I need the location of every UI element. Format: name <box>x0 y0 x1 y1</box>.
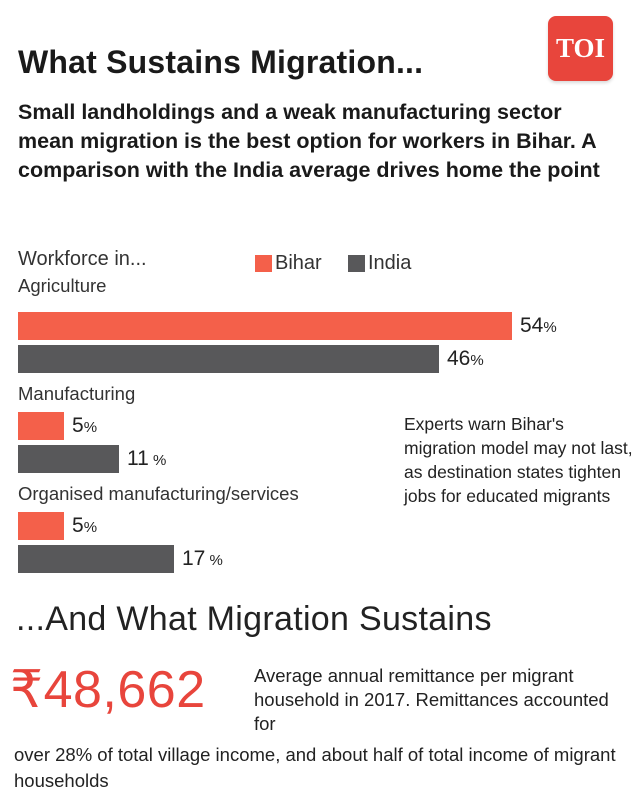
value-label-organised-manufacturing-services-bihar: 5% <box>72 514 98 537</box>
section-title-migration-sustains: ...And What Migration Sustains <box>16 600 492 638</box>
legend-item-bihar: Bihar <box>255 252 322 275</box>
remittance-description-continued: over 28% of total village income, and ab… <box>14 744 616 791</box>
legend-label-bihar: Bihar <box>275 252 322 274</box>
bar-organised-manufacturing-services-india <box>18 545 174 573</box>
bar-manufacturing-bihar <box>18 412 64 440</box>
page-title: What Sustains Migration... <box>18 44 424 80</box>
subtitle: Small landholdings and a weak manufactur… <box>18 100 600 182</box>
bar-agriculture-india <box>18 345 439 373</box>
legend-swatch-bihar <box>255 255 272 272</box>
expert-note: Experts warn Bihar's migration model may… <box>404 414 633 506</box>
legend-item-india: India <box>348 252 411 275</box>
value-label-agriculture-bihar: 54% <box>520 314 557 337</box>
legend-label-india: India <box>368 252 412 274</box>
category-label-organised-manufacturing-services: Organised manufacturing/services <box>18 483 299 504</box>
value-label-manufacturing-bihar: 5% <box>72 414 98 437</box>
remittance-description: Average annual remittance per migrant ho… <box>254 665 609 734</box>
value-label-manufacturing-india: 11 % <box>127 447 167 470</box>
category-label-manufacturing: Manufacturing <box>18 383 136 404</box>
legend-swatch-india <box>348 255 365 272</box>
bar-organised-manufacturing-services-bihar <box>18 512 64 540</box>
chart-title: Workforce in... <box>18 248 147 270</box>
toi-logo: TOI <box>548 16 613 81</box>
bar-manufacturing-india <box>18 445 119 473</box>
value-label-organised-manufacturing-services-india: 17 % <box>182 547 223 570</box>
remittance-amount: ₹48,662 <box>10 661 206 719</box>
category-label-agriculture: Agriculture <box>18 275 107 296</box>
value-label-agriculture-india: 46% <box>447 347 484 370</box>
bar-agriculture-bihar <box>18 312 512 340</box>
